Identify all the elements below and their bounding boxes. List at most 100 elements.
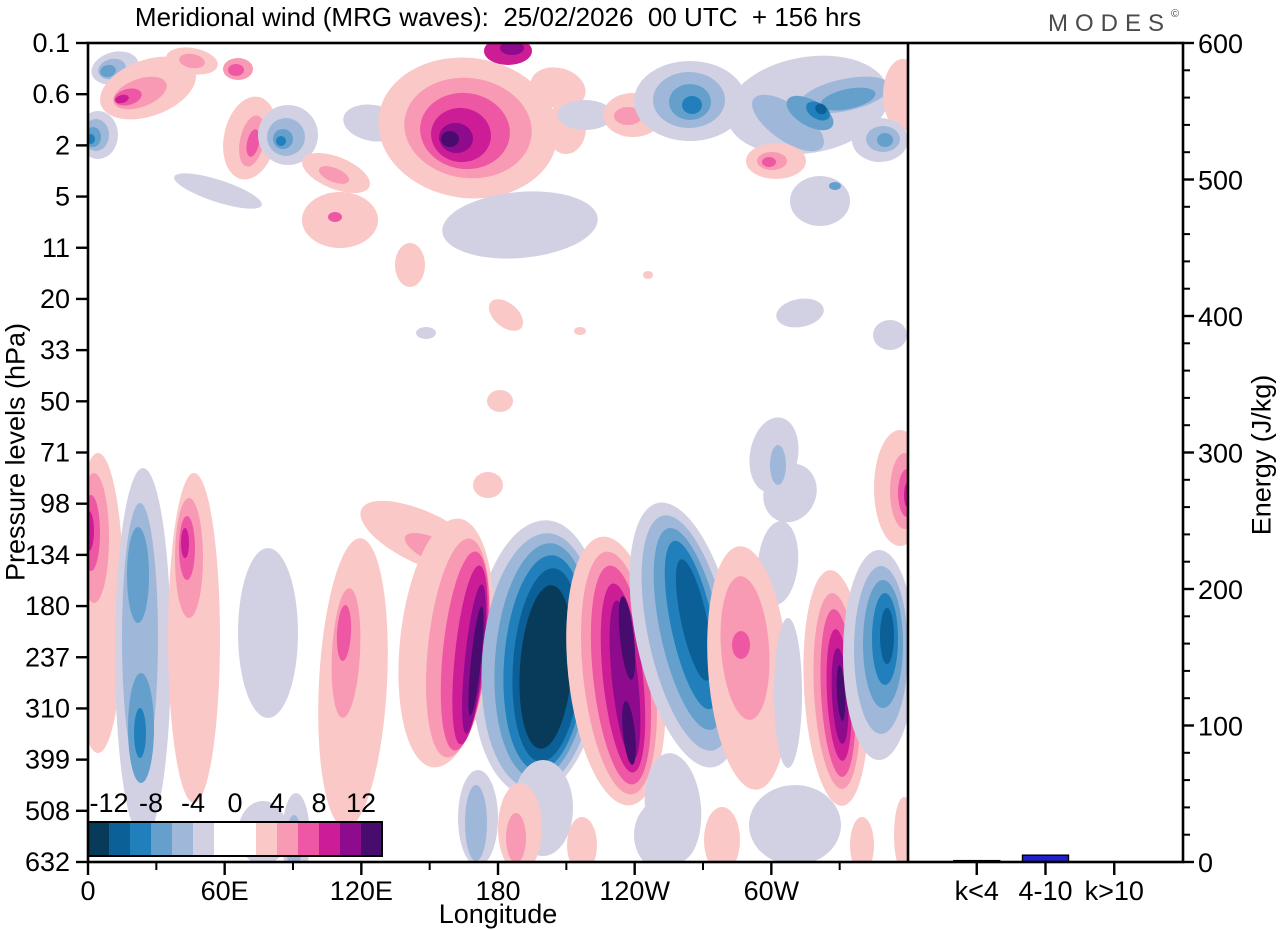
- contour-blob: [557, 100, 613, 130]
- energy-axis: 600 500 400 300 200 100 0: [1183, 29, 1243, 878]
- energy-axis-label: Energy (J/kg): [1246, 374, 1277, 536]
- modes-logo-text: MODES: [1048, 10, 1172, 37]
- contour-blob: [643, 271, 653, 279]
- contour-blob: [749, 785, 841, 862]
- contour-blob: [894, 797, 908, 862]
- contour-blob: [790, 176, 850, 226]
- contour-blob: [776, 298, 824, 328]
- longitude-tick-label: 120E: [330, 876, 393, 906]
- contour-blob: [465, 785, 487, 861]
- contour-blob: [179, 53, 205, 69]
- contour-blob: [682, 96, 702, 114]
- colorbar-segment: [151, 822, 172, 856]
- colorbar-segment: [319, 822, 340, 856]
- pressure-tick-label: 5: [55, 182, 70, 212]
- contour-field: [88, 43, 908, 862]
- longitude-axis: 0 60E 120E 180 120W 60W: [80, 862, 841, 906]
- contour-blob: [614, 107, 642, 125]
- contour-blob: [762, 157, 776, 167]
- colorbar-label: -12: [89, 788, 128, 818]
- contour-blob: [815, 103, 827, 115]
- pressure-tick-label: 33: [40, 335, 70, 365]
- colorbar-label: 4: [269, 788, 284, 818]
- pressure-tick-label: 0.6: [32, 79, 70, 109]
- contour-blob: [850, 817, 874, 862]
- pressure-tick-label: 134: [25, 540, 70, 570]
- contour-blob: [115, 94, 129, 104]
- contour-blob: [488, 299, 524, 331]
- contour-blob: [883, 59, 908, 131]
- contour-blob: [873, 320, 907, 350]
- contour-blob: [877, 133, 893, 147]
- colorbar-label: 8: [311, 788, 326, 818]
- pressure-axis: 0.1 0.6 2 5 11 20 33 50 71 98 134 180 237 310 399 508 63…: [25, 28, 88, 877]
- contour-blob: [770, 445, 786, 485]
- colorbar-segment: [88, 822, 109, 856]
- modes-logo: MODES©: [1048, 8, 1179, 38]
- pressure-tick-label: 98: [40, 489, 70, 519]
- energy-tick-label: 0: [1198, 848, 1213, 878]
- longitude-tick-label: 60E: [201, 876, 249, 906]
- pressure-tick-label: 71: [40, 438, 70, 468]
- contour-blob: [416, 327, 436, 339]
- pressure-tick-label: 50: [40, 386, 70, 416]
- contour-blob: [318, 166, 350, 184]
- longitude-tick-label: 120W: [599, 876, 670, 906]
- colorbar-segment: [340, 822, 361, 856]
- contour-blob: [88, 134, 95, 144]
- contour-blob: [441, 131, 459, 147]
- energy-tick-label: 400: [1198, 302, 1243, 332]
- category-tick-label: k>10: [1085, 876, 1144, 906]
- contour-blob: [328, 212, 342, 222]
- contour-blob: [618, 596, 636, 680]
- pressure-tick-label: 20: [40, 284, 70, 314]
- colorbar-label: -4: [181, 788, 205, 818]
- contour-blob: [880, 608, 894, 664]
- longitude-tick-label: 60W: [744, 876, 800, 906]
- energy-tick-label: 600: [1198, 29, 1243, 59]
- energy-tick-label: 100: [1198, 712, 1243, 742]
- contour-blob: [704, 807, 740, 862]
- contour-blob: [500, 43, 524, 55]
- pressure-axis-label: Pressure levels (hPa): [0, 322, 31, 582]
- colorbar-label: 0: [227, 788, 242, 818]
- longitude-tick-label: 180: [475, 876, 520, 906]
- energy-tick-label: 300: [1198, 439, 1243, 469]
- pressure-tick-label: 508: [25, 796, 70, 826]
- contour-blob: [675, 559, 713, 681]
- colorbar-segment: [109, 822, 130, 856]
- longitude-tick-label: 0: [80, 876, 95, 906]
- contour-blob: [100, 64, 116, 78]
- contour-blob: [752, 94, 824, 152]
- contour-blob: [276, 136, 286, 146]
- energy-tick-label: 500: [1198, 166, 1243, 196]
- contour-blob: [228, 64, 244, 76]
- pressure-tick-label: 11: [42, 233, 70, 263]
- contour-blob: [127, 527, 149, 623]
- contour-blob: [487, 390, 513, 412]
- colorbar-label: -8: [139, 788, 163, 818]
- contour-blob: [829, 182, 841, 190]
- longitude-axis-label: Longitude: [438, 899, 558, 929]
- pressure-tick-label: 0.1: [32, 28, 70, 58]
- contour-blob: [181, 528, 189, 558]
- contour-blob: [88, 511, 94, 551]
- contour-blob: [134, 708, 146, 758]
- pressure-tick-label: 2: [55, 130, 70, 160]
- colorbar-segment: [298, 822, 319, 856]
- contour-blob: [820, 87, 876, 111]
- pressure-tick-label: 310: [25, 693, 70, 723]
- contour-blob: [622, 701, 636, 765]
- modes-logo-mark: ©: [1171, 8, 1180, 20]
- pressure-tick-label: 237: [25, 642, 70, 672]
- contour-blob: [567, 817, 597, 862]
- contour-blob: [238, 548, 298, 718]
- contour-blob: [473, 472, 503, 498]
- colorbar-segment: [172, 822, 193, 856]
- contour-blob: [530, 67, 586, 109]
- colorbar: -12 -8 -4 0 4 8 12: [87, 788, 383, 857]
- colorbar-segment: [277, 822, 298, 856]
- contour-blob: [574, 327, 586, 335]
- contour-blob: [519, 585, 573, 749]
